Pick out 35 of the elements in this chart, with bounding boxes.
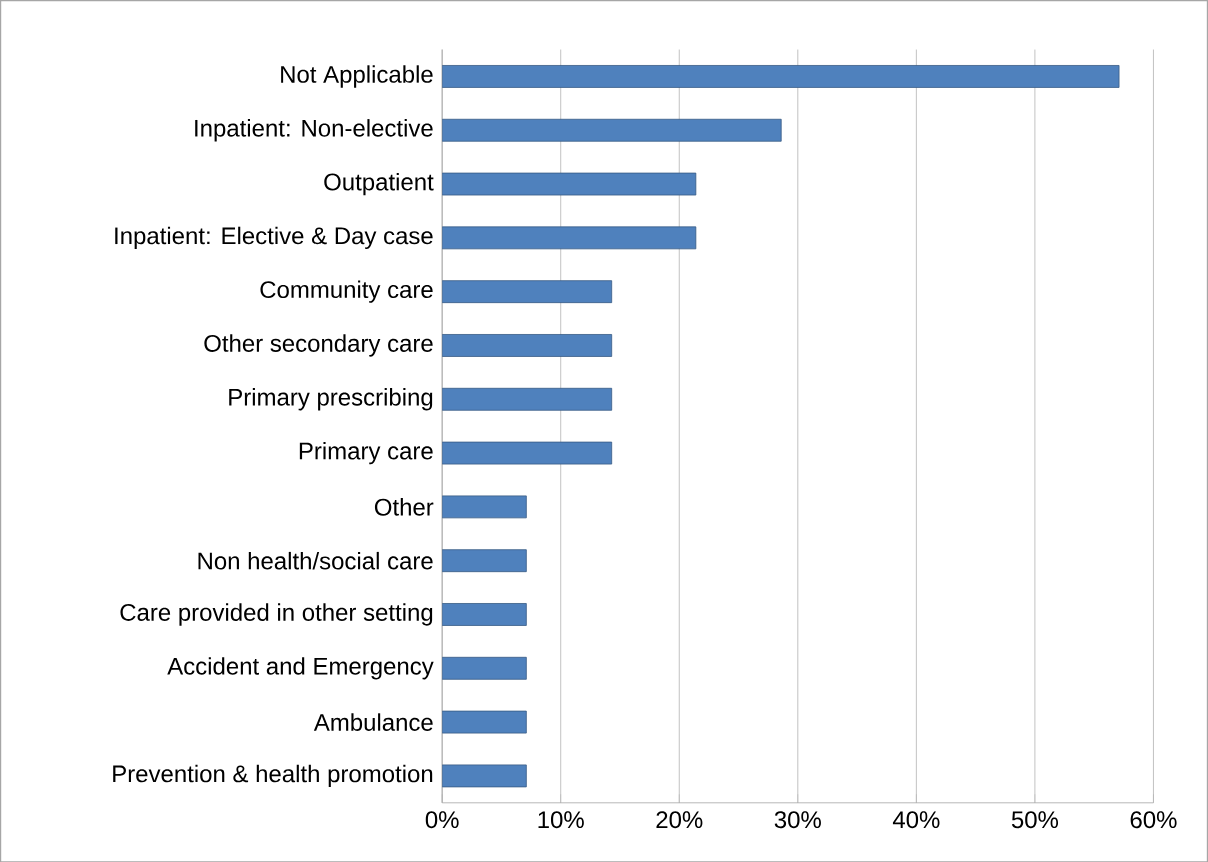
y-tick-label: Inpatient: Elective & Day case [115, 226, 433, 249]
y-tick-label: Primary care [299, 441, 433, 465]
x-tick-label: 20% [656, 811, 703, 828]
y-tick-label: Community care [260, 280, 433, 303]
x-tick-label: 50% [1011, 811, 1059, 828]
bar [442, 118, 782, 142]
y-tick-label: Not Applicable [281, 65, 433, 88]
y-tick-label: Other [374, 497, 434, 516]
y-tick-label: Inpatient: Non-elective [195, 118, 433, 142]
bar [442, 64, 1120, 88]
x-tick-label: 40% [892, 811, 940, 828]
bar [442, 495, 527, 519]
bar [442, 172, 697, 196]
bar [442, 387, 613, 411]
bar [442, 710, 527, 734]
bar [442, 549, 527, 572]
bar [442, 602, 527, 626]
bar [442, 226, 697, 250]
y-tick-label: Other secondary care [204, 334, 433, 357]
x-tick-label: 30% [774, 811, 821, 828]
y-tick-label: Outpatient [324, 172, 434, 196]
bar [442, 656, 527, 680]
bar [442, 333, 613, 357]
y-tick-label: Ambulance [313, 713, 433, 731]
y-tick-label: Non health/social care [198, 551, 433, 570]
y-tick-label: Care provided in other setting [120, 603, 433, 626]
y-tick-label: Primary prescribing [229, 387, 433, 411]
bar [442, 441, 613, 465]
y-tick-label: Accident and Emergency [167, 656, 434, 680]
bar [442, 280, 613, 303]
x-tick-label: 10% [538, 811, 584, 828]
y-tick-label: Prevention & health promotion [113, 764, 433, 787]
x-tick-label: 60% [1130, 811, 1177, 828]
bar [442, 764, 527, 788]
x-tick-label: 0% [425, 811, 459, 828]
